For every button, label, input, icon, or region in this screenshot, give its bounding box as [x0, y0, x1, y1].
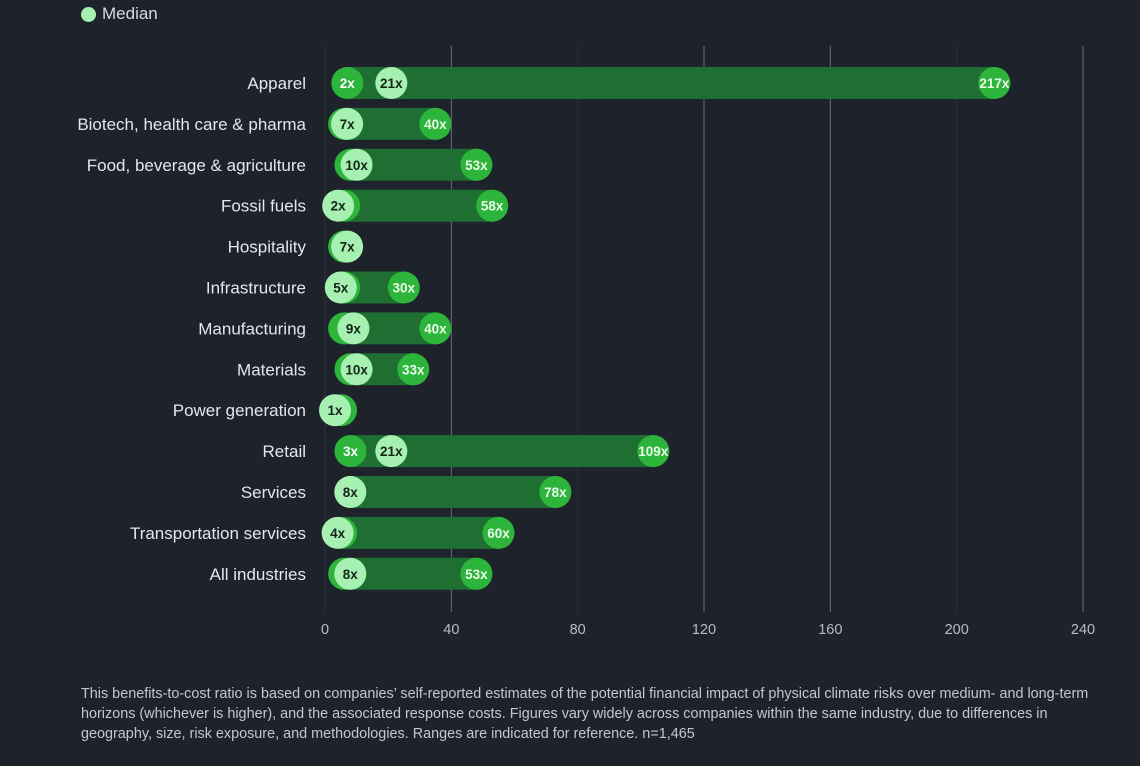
- max-marker: [460, 148, 493, 181]
- range-bar: [325, 516, 515, 549]
- max-marker: [460, 557, 493, 590]
- category-label: Apparel: [247, 74, 306, 93]
- median-marker: [334, 557, 367, 590]
- max-label: 78x: [544, 485, 567, 500]
- max-marker: [482, 516, 515, 549]
- median-marker: [321, 516, 354, 549]
- median-label: 1x: [327, 403, 343, 418]
- median-marker: [375, 435, 408, 468]
- x-tick-label: 160: [818, 622, 842, 638]
- max-marker: [397, 353, 430, 386]
- median-marker: [324, 271, 357, 304]
- median-label: 8x: [343, 485, 359, 500]
- category-label: Materials: [237, 360, 306, 379]
- median-marker: [375, 67, 408, 99]
- max-label: 109x: [638, 444, 669, 459]
- median-marker: [334, 476, 367, 508]
- median-label: 9x: [346, 321, 362, 336]
- median-label: 7x: [340, 240, 356, 255]
- median-legend-swatch: [81, 6, 96, 22]
- max-label: 53x: [465, 158, 488, 173]
- category-label: Food, beverage & agriculture: [87, 156, 306, 175]
- max-label: 217x: [979, 76, 1010, 91]
- category-label: Transportation services: [130, 524, 306, 543]
- median-marker: [322, 189, 355, 222]
- max-label: 60x: [487, 526, 510, 541]
- median-marker: [331, 230, 364, 263]
- category-label: Infrastructure: [206, 279, 306, 298]
- min-marker: [331, 67, 364, 99]
- median-label: 10x: [345, 362, 368, 377]
- category-label: Services: [241, 483, 306, 502]
- range-bar: [334, 435, 670, 468]
- max-marker: [978, 67, 1011, 99]
- median-marker: [340, 353, 373, 386]
- median-label: 21x: [380, 76, 403, 91]
- range-bar-chart: 0 40 80 120 160 200 240 Apparel 2x 217x 21x Biotech…: [77, 46, 1095, 638]
- x-tick-label: 120: [692, 622, 716, 638]
- range-bar: [328, 557, 493, 590]
- range-bar: [328, 189, 509, 222]
- median-label: 21x: [380, 444, 403, 459]
- footnote: This benefits-to-cost ratio is based on …: [81, 686, 1089, 742]
- category-label: Biotech, health care & pharma: [77, 115, 306, 134]
- category-label: All industries: [210, 565, 306, 584]
- max-label: 40x: [424, 117, 447, 132]
- max-marker: [476, 189, 509, 222]
- max-label: 33x: [402, 362, 425, 377]
- max-marker: [387, 271, 420, 304]
- category-label: Power generation: [173, 401, 306, 420]
- median-marker: [337, 312, 370, 345]
- category-label: Fossil fuels: [221, 197, 306, 216]
- x-tick-label: 40: [443, 622, 459, 638]
- max-label: 53x: [465, 567, 488, 582]
- median-label: 2x: [331, 199, 347, 214]
- max-label: 30x: [392, 281, 415, 296]
- min-marker: [334, 435, 367, 468]
- median-label: 4x: [330, 526, 346, 541]
- max-marker: [419, 107, 452, 140]
- x-tick-label: 240: [1071, 622, 1095, 638]
- category-label: Hospitality: [228, 238, 307, 257]
- range-bar: [334, 148, 493, 181]
- max-label: 58x: [481, 199, 504, 214]
- min-label: 2x: [340, 76, 356, 91]
- median-marker: [319, 394, 351, 427]
- range-bar: [331, 67, 1011, 99]
- category-label: Retail: [263, 442, 306, 461]
- x-tick-label: 80: [570, 622, 586, 638]
- median-label: 8x: [343, 567, 359, 582]
- median-legend-label: Median: [102, 4, 158, 23]
- x-tick-label: 0: [321, 622, 329, 638]
- median-label: 7x: [340, 117, 356, 132]
- max-marker: [637, 435, 670, 468]
- median-label: 5x: [333, 281, 349, 296]
- max-marker: [539, 476, 572, 508]
- legend: Median: [81, 4, 158, 24]
- category-label: Manufacturing: [198, 319, 306, 338]
- range-bar: [334, 476, 572, 508]
- median-marker: [340, 148, 373, 181]
- max-label: 40x: [424, 321, 447, 336]
- median-marker: [331, 107, 364, 140]
- max-marker: [419, 312, 452, 345]
- median-label: 10x: [345, 158, 368, 173]
- x-tick-label: 200: [945, 622, 969, 638]
- min-label: 3x: [343, 444, 359, 459]
